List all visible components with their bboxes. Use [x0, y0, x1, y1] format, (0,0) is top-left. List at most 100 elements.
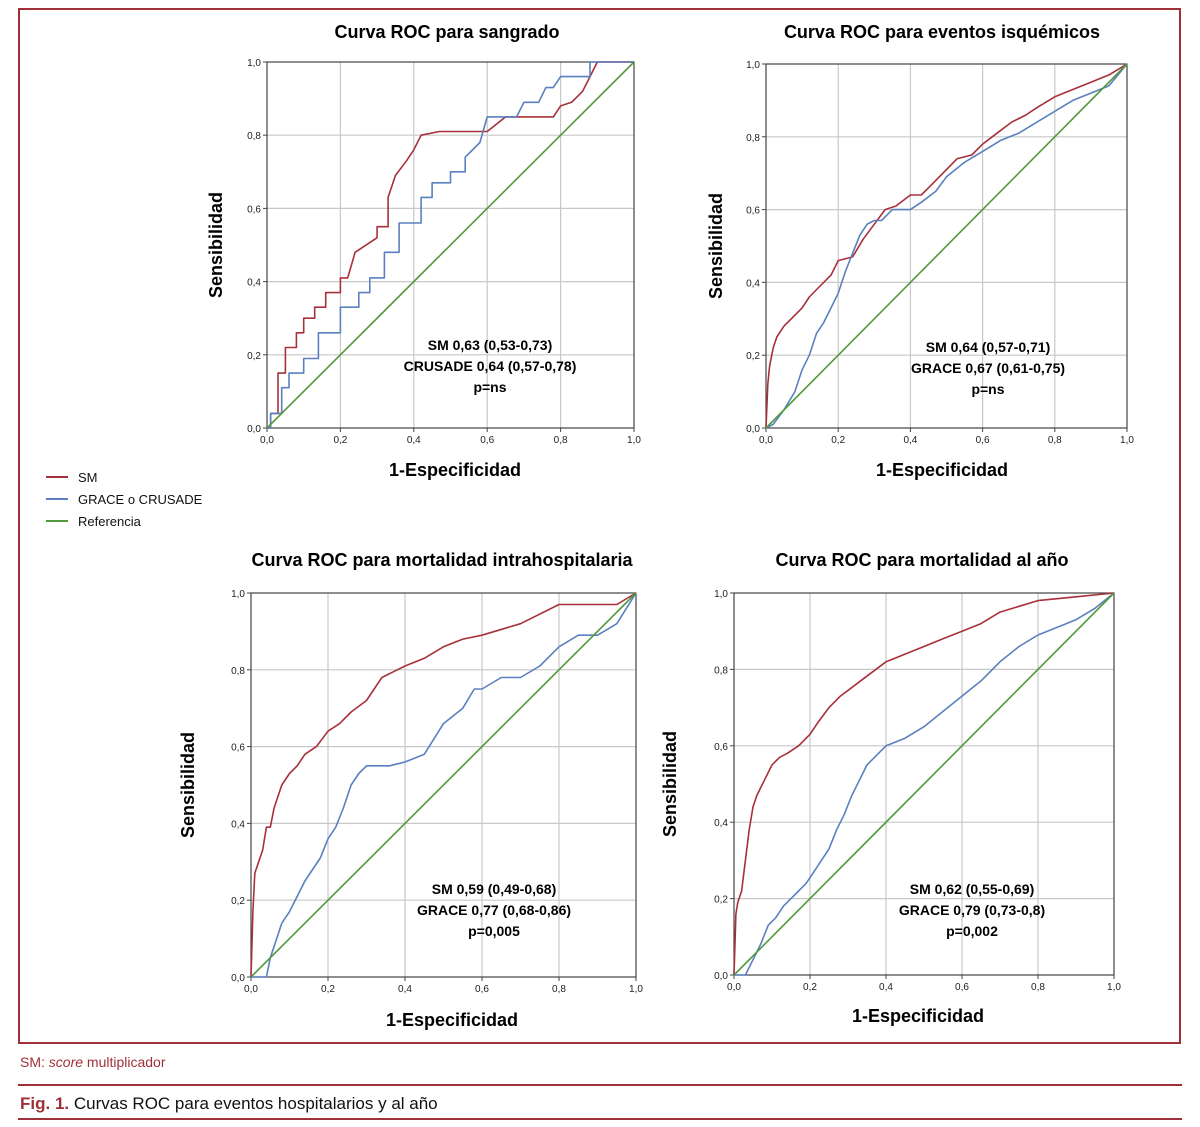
- chart3-xtick-label: 0,0: [244, 984, 258, 995]
- chart3-ytick-label: 0,8: [231, 666, 245, 677]
- chart1-ytick-label: 1,0: [247, 58, 261, 69]
- chart4-xtick-label: 0,8: [1031, 982, 1045, 993]
- chart2-xtick-label: 0,6: [976, 435, 990, 446]
- legend: SM GRACE o CRUSADE Referencia: [46, 466, 202, 532]
- chart2-ytick-label: 0,0: [746, 424, 760, 435]
- chart1-annotation-line: p=ns: [473, 379, 506, 395]
- chart3-ytick-label: 0,2: [231, 896, 245, 907]
- chart1-xtick-label: 0,4: [407, 435, 421, 446]
- chart1-annotation-line: SM 0,63 (0,53-0,73): [428, 337, 553, 353]
- chart1-xtick-label: 1,0: [627, 435, 641, 446]
- chart2-series-referencia: [765, 63, 1128, 429]
- chart4-xtick-label: 0,4: [879, 982, 893, 993]
- caption-rule-bottom: [18, 1118, 1182, 1120]
- chart1-ytick-label: 0,6: [247, 204, 261, 215]
- legend-label-sm: SM: [78, 469, 98, 485]
- chart2-ytick-label: 1,0: [746, 60, 760, 71]
- chart4-ytick-label: 0,8: [714, 665, 728, 676]
- chart4-series-sm: [733, 592, 1115, 976]
- chart1-ylabel: Sensibilidad: [206, 192, 226, 298]
- legend-swatch-grace: [46, 498, 68, 500]
- chart3-ytick-label: 0,0: [231, 973, 245, 984]
- chart2-xtick-label: 0,0: [759, 435, 773, 446]
- chart3-annotation-line: SM 0,59 (0,49-0,68): [432, 881, 557, 897]
- legend-item-grace: GRACE o CRUSADE: [46, 488, 202, 510]
- chart1-annotation-line: CRUSADE 0,64 (0,57-0,78): [404, 358, 577, 374]
- chart4-xtick-label: 1,0: [1107, 982, 1121, 993]
- chart2-series-sm: [765, 63, 1128, 429]
- chart3-xtick-label: 0,4: [398, 984, 412, 995]
- figure-caption: Fig. 1. Curvas ROC para eventos hospital…: [20, 1094, 438, 1114]
- chart1-plot-area: [266, 61, 635, 429]
- chart3-series-sm: [250, 592, 637, 978]
- chart2-ylabel: Sensibilidad: [706, 193, 726, 299]
- chart2-plot-area: [765, 63, 1128, 429]
- legend-label-grace: GRACE o CRUSADE: [78, 491, 203, 507]
- legend-item-referencia: Referencia: [46, 510, 202, 532]
- footnote-suffix: multiplicador: [83, 1054, 166, 1070]
- chart1-ytick-label: 0,2: [247, 351, 261, 362]
- footnote-italic: score: [48, 1054, 84, 1070]
- chart2-xtick-label: 0,8: [1048, 435, 1062, 446]
- chart4-xtick-label: 0,0: [727, 982, 741, 993]
- chart4-ylabel: Sensibilidad: [660, 731, 680, 837]
- chart3-ytick-label: 0,6: [231, 743, 245, 754]
- chart3-annotation-line: p=0,005: [468, 923, 520, 939]
- figure-frame: [18, 8, 1181, 1044]
- chart3-xlabel: 1-Especificidad: [386, 1010, 518, 1030]
- chart3-xtick-label: 0,8: [552, 984, 566, 995]
- chart4-annotation-line: p=0,002: [946, 923, 998, 939]
- chart2-xtick-label: 0,4: [903, 435, 917, 446]
- chart3-series-referencia: [250, 592, 637, 978]
- chart2-title: Curva ROC para eventos isquémicos: [784, 22, 1100, 42]
- legend-label-referencia: Referencia: [78, 513, 141, 529]
- chart3-title: Curva ROC para mortalidad intrahospitala…: [251, 550, 633, 570]
- chart4-series-referencia: [733, 592, 1115, 976]
- footnote: SM: score multiplicador: [20, 1054, 166, 1070]
- chart4-xtick-label: 0,2: [803, 982, 817, 993]
- chart3-ytick-label: 1,0: [231, 589, 245, 600]
- chart3-plot-area: [250, 592, 637, 978]
- chart3-xtick-label: 0,6: [475, 984, 489, 995]
- chart1-xtick-label: 0,6: [480, 435, 494, 446]
- chart4-ytick-label: 0,2: [714, 895, 728, 906]
- legend-swatch-sm: [46, 476, 68, 478]
- legend-swatch-referencia: [46, 520, 68, 522]
- chart4-series-grace: [734, 592, 1115, 976]
- chart4-plot-area: [733, 592, 1115, 976]
- chart2-xtick-label: 0,2: [831, 435, 845, 446]
- chart1-xlabel: 1-Especificidad: [389, 460, 521, 480]
- chart3-ylabel: Sensibilidad: [178, 732, 198, 838]
- chart1-ytick-label: 0,4: [247, 278, 261, 289]
- chart2-ytick-label: 0,8: [746, 133, 760, 144]
- chart1-xtick-label: 0,8: [554, 435, 568, 446]
- chart2-annotation-line: SM 0,64 (0,57-0,71): [926, 339, 1051, 355]
- legend-item-sm: SM: [46, 466, 202, 488]
- chart1-series-sm: [267, 61, 634, 429]
- chart4-ytick-label: 1,0: [714, 589, 728, 600]
- figure-label: Fig. 1.: [20, 1094, 70, 1113]
- chart1-ytick-label: 0,0: [247, 424, 261, 435]
- footnote-prefix: SM:: [20, 1054, 49, 1070]
- chart3-xtick-label: 1,0: [629, 984, 643, 995]
- chart2-series-grace: [765, 63, 1128, 429]
- chart1-series-crusade: [267, 61, 634, 429]
- chart1-xtick-label: 0,2: [333, 435, 347, 446]
- chart4-annotation-line: GRACE 0,79 (0,73-0,8): [899, 902, 1045, 918]
- figure-caption-text: Curvas ROC para eventos hospitalarios y …: [69, 1094, 438, 1113]
- chart4-ytick-label: 0,6: [714, 742, 728, 753]
- chart3-ytick-label: 0,4: [231, 819, 245, 830]
- chart3-xtick-label: 0,2: [321, 984, 335, 995]
- chart4-annotation-line: SM 0,62 (0,55-0,69): [910, 881, 1035, 897]
- chart2-annotation-line: GRACE 0,67 (0,61-0,75): [911, 360, 1065, 376]
- chart2-annotation-line: p=ns: [971, 381, 1004, 397]
- chart2-ytick-label: 0,4: [746, 278, 760, 289]
- caption-rule-top: [18, 1084, 1182, 1086]
- chart4-ytick-label: 0,4: [714, 818, 728, 829]
- chart3-annotation-line: GRACE 0,77 (0,68-0,86): [417, 902, 571, 918]
- chart2-ytick-label: 0,2: [746, 351, 760, 362]
- chart4-xtick-label: 0,6: [955, 982, 969, 993]
- chart1-series-referencia: [266, 61, 635, 429]
- chart1-title: Curva ROC para sangrado: [334, 22, 559, 42]
